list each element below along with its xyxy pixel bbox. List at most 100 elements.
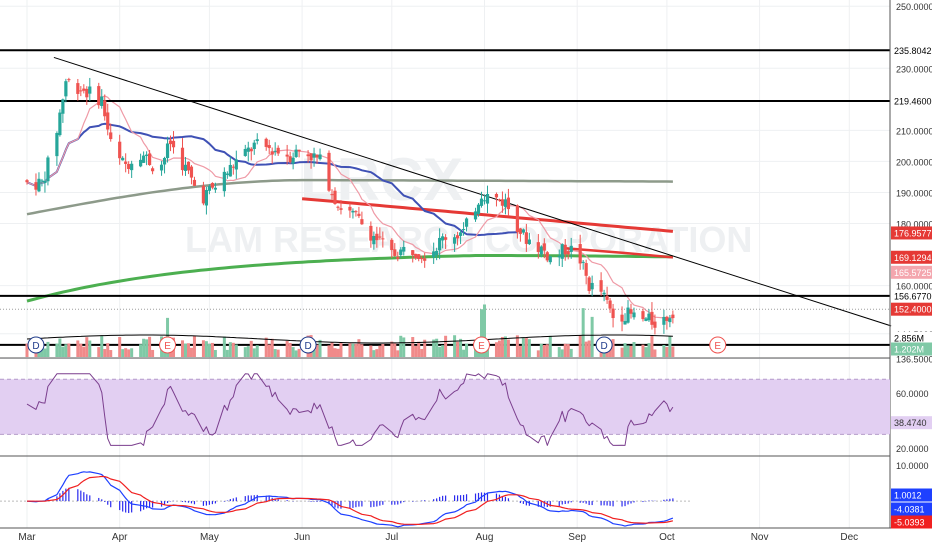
macd-badge-hist-text: 1.0012 (894, 491, 922, 501)
candle-body (567, 251, 570, 254)
candle-body (357, 214, 360, 216)
volume-bar (55, 344, 58, 357)
rsi-badge-text: 38.4740 (894, 418, 927, 428)
macd-hist-bar (125, 501, 126, 512)
candle-body (163, 158, 166, 164)
volume-bar (519, 346, 522, 357)
macd-hist-bar (194, 501, 195, 504)
candle-body (438, 238, 441, 250)
candle-body (61, 99, 64, 113)
candle-body (662, 317, 665, 325)
candle-body (435, 251, 438, 255)
macd-hist-bar (586, 501, 587, 504)
candle-body (668, 318, 671, 322)
macd-hist-bar (233, 498, 234, 501)
level-badge-2-text: 156.6770 (894, 291, 932, 301)
macd-hist-bar (642, 501, 643, 502)
volume-bar (109, 350, 112, 357)
candle-body (671, 315, 674, 318)
volume-bar (567, 344, 570, 357)
macd-hist-bar (227, 500, 228, 501)
volume-bar (253, 348, 256, 357)
candle-body (160, 165, 163, 171)
volume-bar (187, 343, 190, 357)
volume-bar (417, 342, 420, 357)
volume-bar (641, 345, 644, 357)
volume-bar (232, 343, 235, 357)
candle-body (253, 143, 256, 149)
candle-body (537, 242, 540, 252)
candle-body (423, 258, 426, 260)
candle-body (172, 141, 175, 147)
candle-body (588, 277, 591, 291)
macd-hist-bar (475, 494, 476, 502)
rsi-tick-label-0: 60.0000 (896, 389, 929, 399)
macd-hist-bar (487, 493, 488, 501)
candle-body (100, 96, 103, 106)
volume-bar (644, 347, 647, 357)
candle-body (480, 199, 483, 206)
macd-hist-bar (457, 495, 458, 501)
macd-hist-bar (391, 501, 392, 505)
candle-body (501, 199, 504, 205)
macd-hist-bar (340, 501, 341, 509)
volume-bar (668, 336, 671, 357)
candle-body (495, 194, 498, 197)
candle-body (498, 199, 501, 200)
macd-hist-bar (86, 494, 87, 501)
level-badge-2: 156.6770 (891, 289, 932, 302)
candle-body (118, 142, 121, 159)
volume-bar (591, 317, 594, 357)
candle-body (525, 232, 528, 244)
price-badge-0: 176.9577 (891, 226, 932, 239)
candle-body (247, 148, 250, 152)
macd-hist-bar (376, 501, 377, 506)
volume-bar (142, 339, 145, 357)
candle-body (653, 322, 656, 328)
candle-body (399, 250, 402, 256)
volume-bar (543, 345, 546, 357)
candle-body (608, 300, 611, 308)
candle-body (190, 167, 193, 178)
volume-bar (537, 350, 540, 357)
macd-hist-bar (209, 501, 210, 505)
candle-body (208, 186, 211, 191)
volume-bar (627, 346, 630, 357)
candle-body (354, 211, 357, 212)
candle-body (603, 293, 606, 294)
candle-body (97, 86, 100, 105)
candle-body (34, 182, 37, 190)
volume-bar (438, 347, 441, 357)
candle-body (402, 247, 405, 252)
macd-hist-bar (110, 501, 111, 507)
macd-hist-bar (394, 501, 395, 505)
candle-body (40, 180, 43, 181)
candle-body (306, 154, 309, 156)
macd-hist-bar (604, 501, 605, 505)
macd-hist-bar (188, 501, 189, 503)
volume-bar (202, 340, 205, 357)
rsi-band (0, 379, 890, 434)
volume-bar (402, 337, 405, 357)
macd-hist-bar (257, 495, 258, 501)
candle-body (85, 89, 88, 97)
price-badge-3-text: 152.4000 (894, 305, 932, 315)
candle-body (265, 139, 268, 147)
candle-body (665, 317, 668, 321)
volume-bar (333, 348, 336, 357)
candle-body (477, 205, 480, 214)
macd-hist-bar (89, 495, 90, 501)
macd-hist-bar (484, 493, 485, 501)
volume-bar (271, 339, 274, 357)
volume-bar (130, 348, 133, 357)
macd-hist-bar (648, 501, 649, 502)
candle-body (79, 90, 82, 91)
candle-body (483, 200, 486, 201)
candle-body (295, 150, 298, 157)
macd-hist-bar (592, 501, 593, 505)
macd-hist-bar (236, 497, 237, 501)
candle-body (414, 254, 417, 258)
candle-body (369, 226, 372, 241)
